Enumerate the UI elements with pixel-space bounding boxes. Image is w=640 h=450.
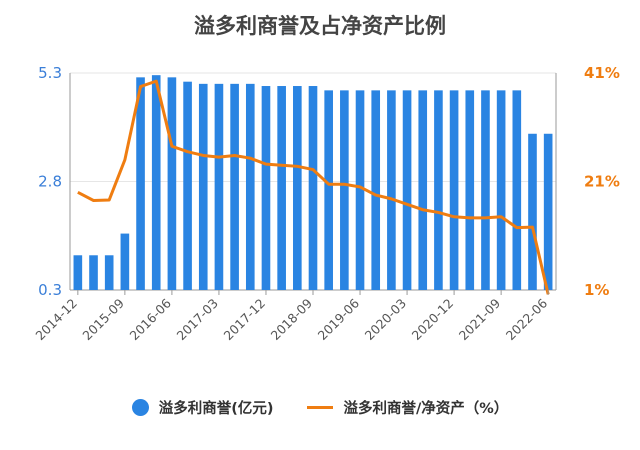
bar xyxy=(481,90,490,290)
x-axis-tick-label: 2016-06 xyxy=(126,295,174,343)
chart-plot: 0.3 1%2.8 21%5.3 41%2014-12 2015-09 2016-06 20… xyxy=(32,64,620,344)
bar xyxy=(151,75,161,290)
legend-label-ratio: 溢多利商誉/净资产（%） xyxy=(343,400,509,417)
legend-line-marker xyxy=(307,405,334,409)
left-axis-tick-label: 2.8 xyxy=(38,173,62,191)
bar xyxy=(198,83,208,290)
bar xyxy=(543,133,553,290)
bar xyxy=(120,233,130,290)
bar xyxy=(245,83,255,290)
x-axis-tick-label: 2020-03 xyxy=(362,296,410,344)
chart-title: 溢多利商誉及占净资产比例 xyxy=(194,14,446,38)
legend-bar-marker xyxy=(131,398,149,416)
bar xyxy=(167,77,177,290)
bar xyxy=(183,81,192,291)
bar xyxy=(73,255,83,290)
ratio-line xyxy=(77,79,550,295)
bar xyxy=(528,133,537,290)
x-axis-tick-label: 2017-12 xyxy=(221,296,269,344)
bar xyxy=(496,90,506,290)
bar xyxy=(449,90,459,290)
bar xyxy=(371,90,381,290)
left-axis-tick-label: 0.3 xyxy=(38,281,62,299)
bar xyxy=(230,83,239,290)
bar xyxy=(387,90,396,290)
bar xyxy=(418,90,428,290)
right-axis-tick-label: 21% xyxy=(584,173,620,191)
bar xyxy=(434,90,443,290)
legend-item-ratio[interactable]: 溢多利商誉/净资产（%） xyxy=(307,397,508,418)
legend-label-goodwill: 溢多利商誉(亿元) xyxy=(158,400,274,417)
bar xyxy=(89,255,98,290)
right-axis-tick-label: 41% xyxy=(584,64,620,82)
x-axis-tick-label: 2017-03 xyxy=(174,296,222,344)
legend-item-goodwill[interactable]: 溢多利商誉(亿元) xyxy=(131,397,274,418)
right-axis-tick-label: 1% xyxy=(584,281,609,299)
x-axis-tick-label: 2021-09 xyxy=(456,295,504,343)
bar xyxy=(355,90,365,290)
x-axis-tick-label: 2019-06 xyxy=(315,295,363,343)
bar xyxy=(277,86,286,291)
bar xyxy=(402,90,412,290)
bar xyxy=(308,86,318,291)
bar xyxy=(214,83,224,290)
x-axis-tick-label: 2018-09 xyxy=(268,295,316,343)
bar xyxy=(136,77,145,290)
x-axis-tick-label: 2022-06 xyxy=(503,295,551,343)
bar xyxy=(261,86,271,291)
bar xyxy=(293,86,302,291)
x-axis-tick-label: 2014-12 xyxy=(32,296,80,344)
legend: 溢多利商誉(亿元) 溢多利商誉/净资产（%） xyxy=(0,393,640,421)
bar xyxy=(512,90,522,290)
bar xyxy=(324,90,333,290)
left-axis-tick-label: 5.3 xyxy=(38,64,62,82)
x-axis-tick-label: 2020-12 xyxy=(409,296,457,344)
x-axis-tick-label: 2015-09 xyxy=(79,295,127,343)
bar xyxy=(340,90,349,290)
bar xyxy=(465,90,475,290)
bar xyxy=(104,255,114,290)
